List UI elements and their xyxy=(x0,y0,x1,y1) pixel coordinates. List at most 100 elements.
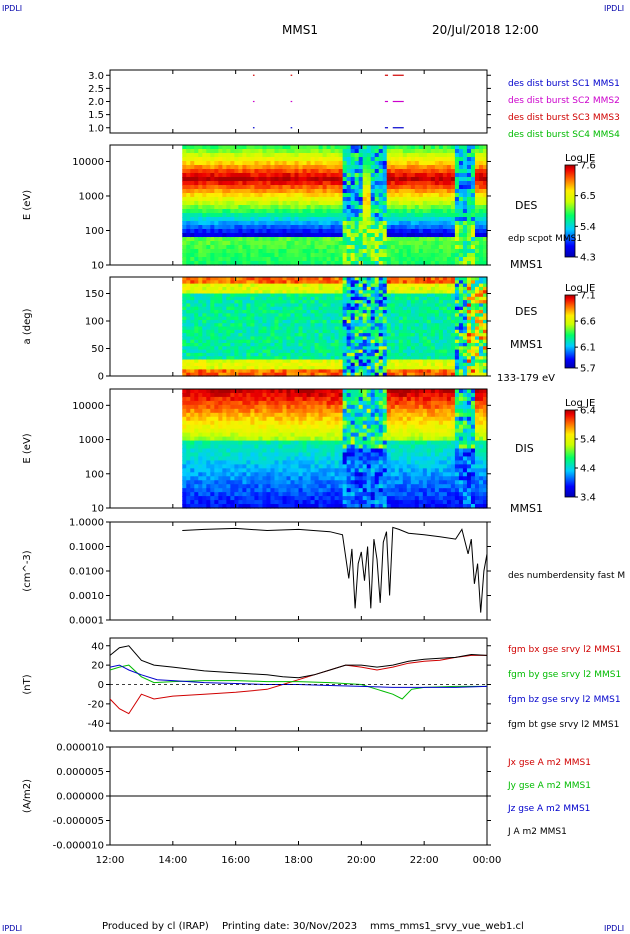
heatmap-cell xyxy=(386,237,392,242)
heatmap-cell xyxy=(458,161,464,166)
heatmap-cell xyxy=(318,245,324,250)
heatmap-cell xyxy=(230,213,235,218)
heatmap-cell xyxy=(450,213,456,218)
heatmap-cell xyxy=(342,333,348,337)
heatmap-cell xyxy=(230,197,235,202)
heatmap-cell xyxy=(190,185,195,190)
heatmap-cell xyxy=(466,326,472,331)
heatmap-cell xyxy=(474,237,480,242)
heatmap-cell xyxy=(198,389,203,394)
heatmap-cell xyxy=(418,217,424,222)
heatmap-cell xyxy=(230,286,235,291)
heatmap-cell xyxy=(226,241,231,246)
heatmap-cell xyxy=(482,233,488,238)
heatmap-cell xyxy=(394,197,400,202)
heatmap-cell xyxy=(282,249,288,254)
heatmap-cell xyxy=(462,352,468,357)
heatmap-cell xyxy=(190,221,195,226)
heatmap-cell xyxy=(422,336,428,341)
heatmap-cell xyxy=(482,310,488,314)
heatmap-cell xyxy=(482,303,488,308)
heatmap-cell xyxy=(422,369,428,374)
heatmap-cell xyxy=(182,189,187,194)
heatmap-cell xyxy=(378,185,384,190)
heatmap-cell xyxy=(422,349,428,354)
heatmap-cell xyxy=(246,336,252,341)
heatmap-cell xyxy=(250,349,256,354)
heatmap-cell xyxy=(222,233,227,238)
heatmap-cell xyxy=(450,189,456,194)
heatmap-cell xyxy=(478,362,484,367)
heatmap-cell xyxy=(274,316,280,321)
heatmap-cell xyxy=(402,296,408,301)
heatmap-cell xyxy=(298,362,304,367)
heatmap-cell xyxy=(358,293,364,298)
heatmap-cell xyxy=(242,253,248,258)
heatmap-cell xyxy=(186,310,191,314)
heatmap-cell xyxy=(326,293,332,298)
heatmap-cell xyxy=(398,339,404,344)
heatmap-cell xyxy=(286,349,292,354)
heatmap-cell xyxy=(202,177,207,182)
heatmap-cell xyxy=(334,173,340,178)
heatmap-cell xyxy=(326,306,332,311)
heatmap-cell xyxy=(374,339,380,344)
heatmap-cell xyxy=(446,145,452,150)
heatmap-cell xyxy=(290,205,296,210)
heatmap-cell xyxy=(246,253,252,258)
heatmap-cell xyxy=(382,161,388,166)
heatmap-cell xyxy=(482,145,488,150)
heatmap-cell xyxy=(414,201,420,206)
heatmap-cell xyxy=(434,277,440,281)
heatmap-cell xyxy=(462,372,468,377)
des-pitch-panel-ytick-label: 100 xyxy=(85,317,104,328)
heatmap-cell xyxy=(186,460,191,465)
heatmap-cell xyxy=(290,245,296,250)
heatmap-cell xyxy=(258,145,264,150)
heatmap-cell xyxy=(470,310,476,314)
heatmap-cell xyxy=(262,233,268,238)
heatmap-cell xyxy=(466,209,472,214)
heatmap-cell xyxy=(286,153,292,158)
heatmap-cell xyxy=(362,326,368,331)
heatmap-cell xyxy=(210,310,215,314)
heatmap-cell xyxy=(250,316,256,321)
heatmap-cell xyxy=(306,197,312,202)
heatmap-cell xyxy=(262,326,268,331)
heatmap-cell xyxy=(354,290,360,295)
heatmap-cell xyxy=(438,205,444,210)
heatmap-cell xyxy=(422,257,428,262)
heatmap-cell xyxy=(338,349,344,354)
heatmap-cell xyxy=(434,249,440,254)
heatmap-cell xyxy=(326,209,332,214)
heatmap-cell xyxy=(190,213,195,218)
heatmap-cell xyxy=(202,362,207,367)
heatmap-cell xyxy=(398,149,404,154)
heatmap-cell xyxy=(314,359,320,364)
heatmap-cell xyxy=(462,343,468,347)
heatmap-cell xyxy=(274,286,280,291)
heatmap-cell xyxy=(194,237,199,242)
heatmap-cell xyxy=(410,333,416,337)
heatmap-cell xyxy=(254,293,260,298)
heatmap-cell xyxy=(270,169,276,174)
heatmap-cell xyxy=(198,444,203,450)
heatmap-cell xyxy=(222,290,227,295)
heatmap-cell xyxy=(198,492,203,497)
heatmap-cell xyxy=(218,181,223,186)
heatmap-cell xyxy=(394,306,400,311)
heatmap-cell xyxy=(386,316,392,321)
heatmap-cell xyxy=(230,217,235,222)
heatmap-cell xyxy=(422,209,428,214)
heatmap-cell xyxy=(402,221,408,226)
heatmap-cell xyxy=(450,201,456,206)
heatmap-cell xyxy=(422,286,428,291)
heatmap-cell xyxy=(330,323,336,328)
heatmap-cell xyxy=(218,472,223,477)
heatmap-cell xyxy=(218,316,223,321)
heatmap-cell xyxy=(210,253,215,258)
heatmap-cell xyxy=(430,225,436,230)
heatmap-cell xyxy=(422,253,428,258)
heatmap-cell xyxy=(366,209,372,214)
heatmap-cell xyxy=(194,233,199,238)
